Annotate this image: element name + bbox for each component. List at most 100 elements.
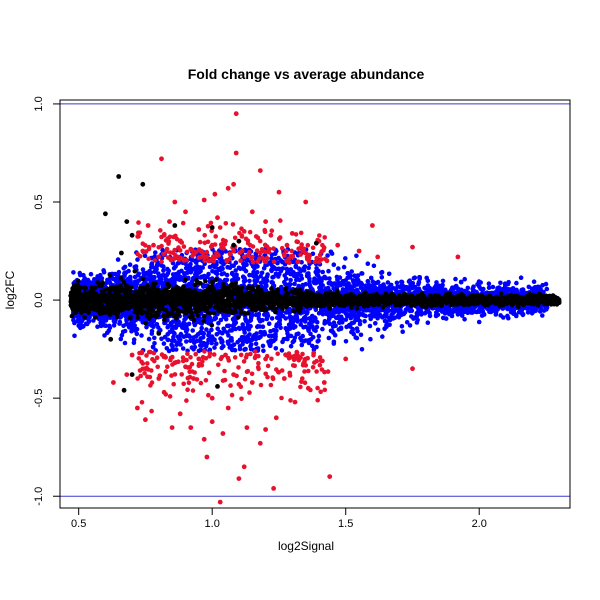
- point-blue: [283, 326, 289, 331]
- point-blue: [531, 279, 537, 285]
- point-blue: [254, 278, 260, 284]
- point-blue: [72, 333, 77, 339]
- point-blue: [101, 268, 106, 273]
- point-blue: [218, 265, 224, 271]
- point-blue: [232, 321, 237, 327]
- point-blue: [244, 262, 249, 268]
- point-blue: [186, 264, 191, 270]
- point-blue: [258, 280, 264, 286]
- point-blue: [135, 273, 141, 278]
- point-blue: [246, 325, 252, 331]
- point-blue: [271, 333, 277, 338]
- point-black: [203, 278, 208, 284]
- point-blue: [274, 315, 280, 321]
- point-blue: [386, 284, 392, 290]
- point-blue: [221, 271, 227, 276]
- point-blue: [233, 268, 238, 273]
- point-blue: [161, 268, 166, 273]
- point-blue: [198, 343, 203, 348]
- point-blue: [355, 273, 361, 278]
- point-blue: [336, 266, 341, 271]
- point-blue: [199, 274, 205, 280]
- point-blue: [165, 271, 171, 276]
- point-blue: [148, 270, 154, 275]
- point-blue: [212, 345, 217, 350]
- point-blue: [186, 321, 192, 327]
- point-blue: [273, 346, 279, 351]
- point-blue: [540, 313, 545, 318]
- point-blue: [288, 323, 293, 329]
- point-blue: [514, 280, 519, 286]
- point-blue: [315, 339, 321, 344]
- point-blue: [486, 281, 492, 287]
- point-blue: [520, 312, 526, 318]
- point-blue: [363, 313, 368, 319]
- point-blue: [260, 324, 266, 330]
- point-blue: [303, 324, 309, 330]
- point-blue: [540, 282, 545, 288]
- point-blue: [278, 268, 284, 274]
- point-blue: [340, 320, 345, 325]
- point-blue: [72, 320, 77, 326]
- point-blue: [212, 337, 217, 343]
- point-blue: [470, 286, 476, 292]
- point-blue: [411, 275, 417, 281]
- point-blue: [521, 289, 526, 294]
- point-blue: [115, 257, 121, 262]
- point-blue: [157, 274, 162, 280]
- point-blue: [253, 273, 259, 279]
- point-blue: [344, 284, 350, 290]
- point-blue: [328, 313, 334, 319]
- point-blue: [326, 335, 332, 341]
- point-blue: [112, 271, 118, 277]
- point-blue: [506, 306, 512, 312]
- point-blue: [299, 318, 304, 323]
- point-blue: [359, 284, 364, 290]
- point-blue: [306, 340, 312, 346]
- point-blue: [385, 280, 391, 285]
- point-blue: [299, 276, 305, 281]
- point-black: [192, 282, 198, 288]
- point-blue: [324, 310, 330, 316]
- point-blue: [131, 323, 137, 329]
- point-blue: [131, 337, 137, 342]
- point-blue: [235, 339, 240, 345]
- point-blue: [294, 332, 300, 337]
- point-blue: [373, 321, 378, 326]
- point-blue: [132, 279, 138, 285]
- point-blue: [88, 271, 94, 277]
- point-blue: [365, 261, 371, 267]
- point-blue: [354, 253, 359, 259]
- point-blue: [209, 340, 214, 346]
- point-blue: [102, 333, 107, 338]
- point-blue: [331, 262, 337, 268]
- point-blue: [268, 329, 273, 334]
- point-blue: [260, 343, 266, 349]
- point-blue: [313, 316, 318, 322]
- point-blue: [149, 265, 154, 270]
- point-blue: [480, 308, 486, 314]
- point-blue: [283, 310, 289, 315]
- point-blue: [511, 311, 516, 317]
- point-blue: [368, 336, 373, 342]
- point-blue: [407, 323, 413, 328]
- point-blue: [368, 275, 374, 281]
- point-blue: [225, 323, 230, 329]
- point-blue: [453, 283, 459, 289]
- point-blue: [299, 342, 305, 348]
- point-blue: [173, 325, 179, 331]
- point-blue: [326, 268, 331, 274]
- point-blue: [193, 334, 199, 339]
- point-blue: [177, 322, 182, 328]
- point-blue: [208, 318, 214, 324]
- point-blue: [205, 274, 210, 280]
- plot-area: 0.5 1.0 1.5 2.0-1.0-0.50.00.51.0: [33, 96, 571, 530]
- point-blue: [243, 326, 248, 331]
- point-blue: [214, 341, 219, 347]
- point-blue: [313, 269, 319, 275]
- point-blue: [323, 275, 329, 281]
- point-black: [118, 275, 124, 281]
- point-blue: [311, 327, 317, 333]
- point-blue: [175, 275, 180, 281]
- point-blue: [274, 322, 280, 327]
